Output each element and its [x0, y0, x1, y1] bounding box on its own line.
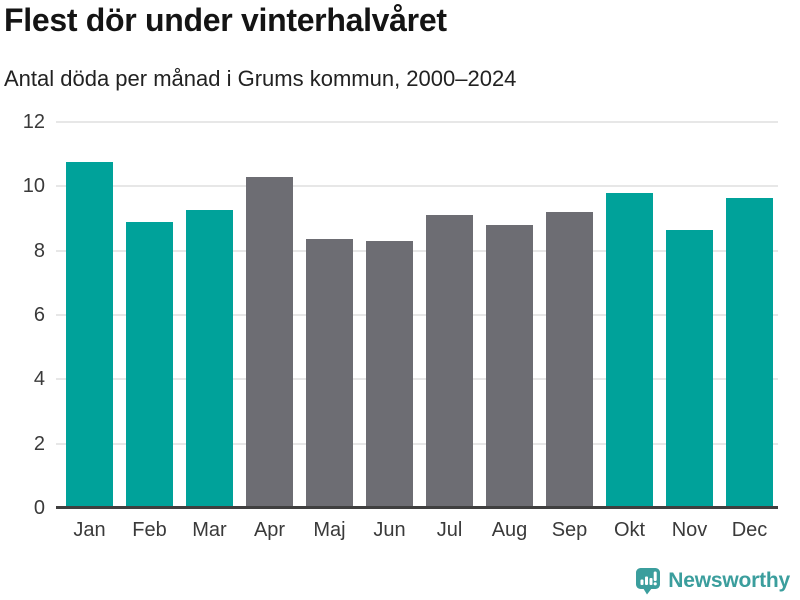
bar-maj [306, 239, 353, 508]
gridline-y-12 [56, 121, 778, 123]
gridline-y-8 [56, 249, 778, 252]
x-tick-label-mar: Mar [192, 519, 227, 541]
bar-dec [726, 197, 773, 508]
x-tick-label-aug: Aug [491, 519, 528, 541]
y-tick-label-6: 6 [33, 304, 45, 326]
y-tick-label-0: 0 [33, 497, 45, 519]
bar-jun [366, 241, 413, 508]
brand-name: Newsworthy [668, 569, 790, 592]
bar-aug [486, 224, 533, 508]
y-tick-label-2: 2 [33, 432, 45, 455]
x-tick-label-okt: Okt [613, 519, 646, 541]
gridline-y-2 [56, 442, 778, 445]
y-tick-label-10: 10 [22, 175, 45, 198]
x-tick-label-nov: Nov [671, 519, 708, 541]
chart-subtitle: Antal döda per månad i Grums kommun, 200… [4, 66, 517, 91]
bar-nov [666, 229, 713, 508]
x-tick-label-jun: Jun [373, 519, 406, 541]
bar-jul [426, 215, 473, 508]
x-tick-label-jan: Jan [73, 519, 106, 541]
y-tick-label-8: 8 [33, 239, 45, 262]
x-axis-line [56, 506, 778, 509]
x-tick-label-sep: Sep [551, 519, 588, 541]
x-tick-label-jul: Jul [436, 519, 463, 541]
y-tick-label-4: 4 [33, 368, 45, 391]
bar-mar [186, 210, 233, 508]
bar-sep [546, 212, 593, 508]
bar-okt [606, 192, 653, 508]
y-tick-label-12: 12 [22, 111, 45, 133]
x-tick-label-apr: Apr [253, 519, 286, 541]
gridline-y-6 [56, 314, 778, 316]
x-tick-label-dec: Dec [731, 519, 768, 541]
bar-jan [66, 162, 113, 508]
x-tick-label-feb: Feb [132, 519, 167, 541]
bar-feb [126, 221, 173, 508]
chart-title: Flest dör under vinterhalvåret [4, 2, 447, 38]
gridline-y-4 [56, 378, 778, 381]
x-tick-label-maj: Maj [313, 519, 346, 541]
plot-area: 0 2 4 6 8 10 12 Jan Feb Mar Apr Maj Jun Jul Aug Sep Okt N… [23, 112, 778, 541]
bar-apr [246, 176, 293, 508]
newsworthy-speech-bubble-bar-chart-icon [635, 567, 661, 595]
gridline-y-10 [56, 185, 778, 188]
brand-logo: Newsworthy [635, 567, 790, 595]
